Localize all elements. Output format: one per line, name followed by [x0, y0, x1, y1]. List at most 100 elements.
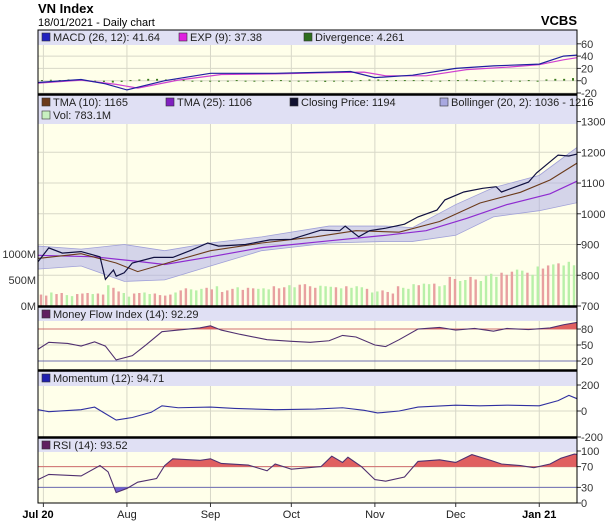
x-tick-label: Oct: [283, 509, 300, 521]
y-tick-label: 80: [581, 324, 593, 336]
volume-bar: [76, 294, 79, 306]
volume-bar: [60, 293, 63, 306]
divergence-bar: [191, 80, 194, 82]
momentum-line: [37, 394, 578, 421]
volume-bar: [417, 285, 420, 306]
divergence-bar: [94, 80, 97, 82]
volume-bar: [205, 287, 208, 306]
y-tick-label: 100: [581, 446, 599, 458]
volume-bar: [557, 263, 560, 306]
legend-label: MACD (26, 12): 41.64: [53, 32, 160, 44]
volume-bar: [427, 284, 431, 306]
volume-bar: [179, 290, 182, 306]
legend-swatch: [178, 32, 188, 42]
legend-label: Bollinger (20, 2): 1036 - 1216: [451, 97, 593, 109]
volume-bar: [381, 290, 384, 306]
divergence-bar: [102, 80, 105, 82]
volume-bar: [391, 293, 395, 306]
volume-bar: [189, 289, 193, 306]
volume-tick-label: 0M: [21, 301, 36, 313]
y-tick-label: 200: [581, 380, 599, 392]
divergence-bar: [545, 79, 548, 81]
divergence-bar: [120, 80, 123, 82]
volume-bar: [267, 289, 270, 306]
rsi-line: [37, 453, 578, 494]
divergence-bar: [518, 80, 521, 82]
volume-bar: [220, 291, 224, 306]
volume-bar: [474, 279, 477, 306]
volume-tick-label: 500M: [8, 275, 36, 287]
divergence-bar: [156, 78, 159, 81]
volume-bar: [246, 287, 250, 306]
volume-bar: [562, 265, 565, 306]
divergence-bar: [253, 80, 256, 82]
volume-bar: [195, 290, 198, 306]
volume-bar: [541, 268, 545, 306]
volume-bar: [112, 287, 115, 306]
divergence-bar: [386, 80, 389, 82]
volume-bar: [117, 291, 120, 306]
volume-bar: [365, 288, 369, 306]
divergence-bar: [235, 80, 238, 82]
mfi-legend-band: [38, 307, 577, 321]
volume-bar: [122, 293, 125, 306]
volume-bar: [163, 295, 167, 306]
y-tick-label: 30: [581, 482, 593, 494]
divergence-bar: [129, 80, 132, 82]
macd-line: [37, 54, 578, 91]
volume-bar: [370, 292, 374, 306]
volume-bar: [526, 272, 529, 306]
volume-bar: [464, 280, 467, 306]
divergence-bar: [297, 80, 300, 82]
divergence-bar: [359, 80, 362, 82]
y-tick-label: 1300: [581, 117, 605, 129]
volume-bar: [169, 294, 172, 306]
volume-bar: [174, 292, 177, 306]
y-tick-label: -200: [581, 432, 603, 444]
volume-bar: [469, 276, 472, 306]
divergence-bar: [315, 80, 318, 82]
volume-bar: [360, 287, 364, 306]
divergence-bar: [138, 79, 141, 81]
divergence-bar: [368, 79, 371, 81]
divergence-bar: [572, 78, 574, 81]
legend-swatch: [41, 32, 51, 42]
volume-bar: [531, 274, 534, 306]
divergence-bar: [421, 80, 424, 82]
divergence-bar: [395, 80, 397, 82]
divergence-bar: [483, 80, 486, 82]
divergence-bar: [226, 80, 229, 82]
volume-bar: [552, 264, 555, 306]
volume-bar: [241, 289, 245, 306]
rsi-overbought-fill: [98, 454, 577, 467]
volume-bar: [143, 292, 146, 306]
y-tick-label: 0: [581, 498, 587, 510]
y-tick-label: 700: [581, 301, 599, 313]
y-tick-label: 40: [581, 51, 593, 63]
x-tick-label: Sep: [201, 509, 221, 521]
mfi-line: [37, 321, 578, 361]
volume-bar: [215, 286, 219, 306]
divergence-bar: [474, 80, 477, 82]
volume-bar: [257, 288, 260, 306]
divergence-bar: [527, 80, 530, 82]
legend-label: Momentum (12): 94.71: [53, 373, 164, 385]
volume-bar: [495, 276, 498, 306]
divergence-bar: [430, 80, 433, 82]
volume-bar: [567, 261, 571, 306]
legend-swatch: [439, 97, 449, 107]
y-tick-label: 20: [581, 63, 593, 75]
divergence-bar: [377, 79, 380, 81]
volume-bar: [96, 293, 100, 306]
divergence-bar: [465, 79, 468, 81]
volume-bar: [479, 281, 483, 306]
volume-bar: [283, 287, 286, 306]
volume-bar: [438, 286, 441, 306]
legend-label: RSI (14): 93.52: [53, 440, 128, 452]
volume-bar: [453, 278, 457, 306]
divergence-bar: [262, 80, 265, 82]
divergence-bar: [456, 80, 459, 82]
volume-bar: [55, 294, 58, 306]
divergence-bar: [448, 80, 451, 82]
